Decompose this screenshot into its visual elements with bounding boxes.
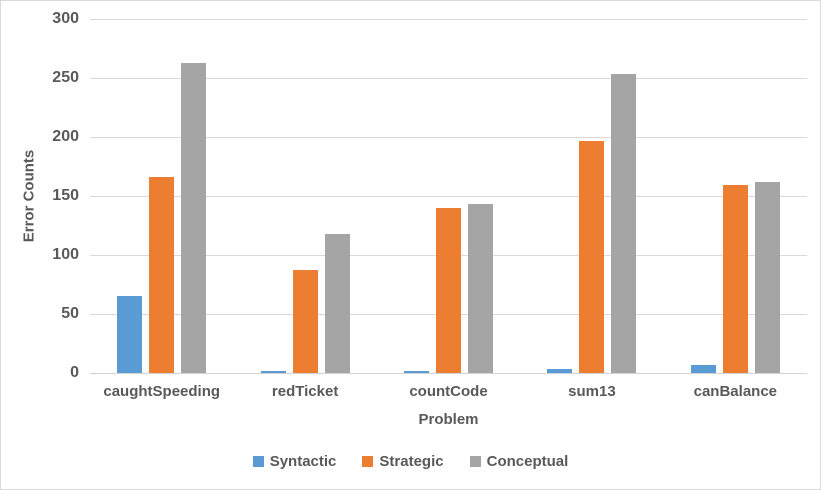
x-tick-label-countCode: countCode [409, 383, 488, 400]
bar-group-caughtSpeeding [90, 19, 233, 373]
x-tick-label-redTicket: redTicket [271, 383, 339, 400]
bar-syntactic-sum13 [547, 369, 573, 373]
legend-item-strategic: Strategic [362, 453, 444, 470]
y-tick-label-150: 150 [52, 187, 79, 204]
bar-syntactic-caughtSpeeding [117, 296, 143, 373]
y-tick-label-100: 100 [52, 246, 79, 263]
bar-conceptual-caughtSpeeding [181, 62, 207, 373]
y-axis-tick-labels: 0 50 100 150 200 250 300 [1, 11, 79, 381]
bar-conceptual-countCode [468, 204, 494, 373]
y-tick-label-250: 250 [52, 69, 79, 86]
bar-strategic-redTicket [292, 270, 318, 373]
bar-conceptual-sum13 [611, 74, 637, 373]
bar-group-canBalance [664, 19, 807, 373]
bar-group-redTicket [233, 19, 376, 373]
legend-swatch-icon [469, 456, 481, 467]
x-tick-label-canBalance: canBalance [693, 383, 778, 400]
bar-conceptual-redTicket [324, 233, 350, 373]
bar-conceptual-canBalance [754, 181, 780, 373]
bar-strategic-canBalance [722, 185, 748, 373]
gridline-200 [90, 136, 807, 138]
legend-label: Syntactic [269, 453, 337, 470]
y-tick-label-200: 200 [52, 128, 79, 145]
y-tick-label-0: 0 [70, 364, 79, 381]
legend-label: Strategic [379, 453, 444, 470]
x-axis-title: Problem [418, 411, 479, 428]
bar-strategic-caughtSpeeding [149, 177, 175, 373]
bar-group-sum13 [520, 19, 663, 373]
bars-container [90, 19, 807, 373]
gridline-250 [90, 77, 807, 79]
legend-label: Conceptual [486, 453, 569, 470]
gridline-150 [90, 195, 807, 197]
y-tick-label-300: 300 [52, 10, 79, 27]
legend-swatch-icon [362, 456, 374, 467]
bar-syntactic-countCode [404, 370, 430, 373]
bar-strategic-countCode [436, 207, 462, 373]
bar-strategic-sum13 [579, 140, 605, 373]
bar-syntactic-canBalance [690, 364, 716, 373]
legend-item-conceptual: Conceptual [469, 453, 569, 470]
bar-group-countCode [377, 19, 520, 373]
x-tick-label-caughtSpeeding: caughtSpeeding [103, 383, 221, 400]
y-tick-label-50: 50 [61, 305, 79, 322]
legend: Syntactic Strategic Conceptual [1, 453, 820, 470]
legend-item-syntactic: Syntactic [252, 453, 337, 470]
x-tick-label-sum13: sum13 [568, 383, 616, 400]
bar-syntactic-redTicket [260, 370, 286, 373]
gridline-300 [90, 18, 807, 20]
legend-swatch-icon [252, 456, 264, 467]
plot-area [90, 18, 807, 374]
x-axis-tick-labels: caughtSpeeding redTicket countCode sum13 can… [90, 383, 807, 401]
